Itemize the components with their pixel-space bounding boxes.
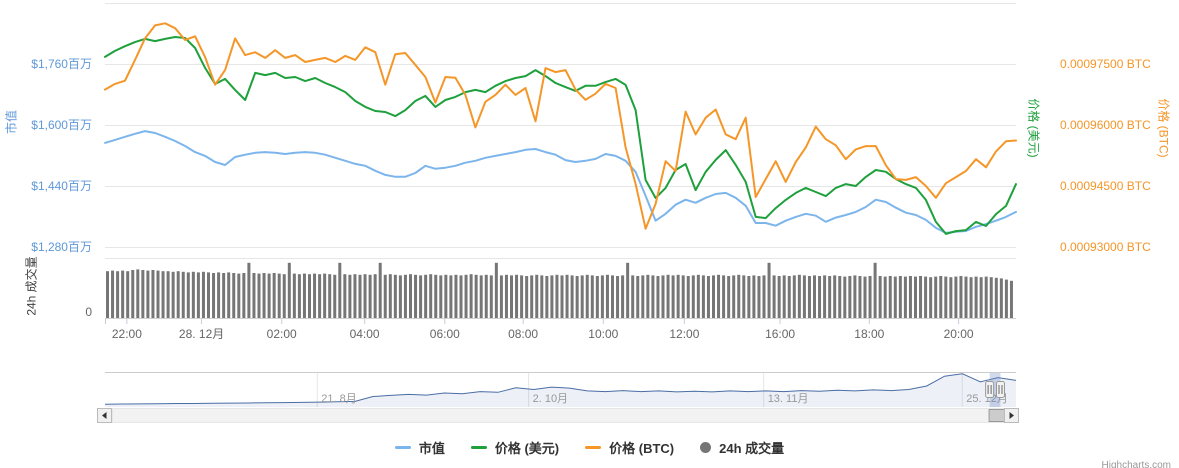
x-axis-tick-label: 16:00 <box>765 327 795 341</box>
price-btc-tick-labels: 0.00097500 BTC 0.00096000 BTC 0.00094500 B… <box>1060 57 1151 254</box>
x-axis-tick-label: 10:00 <box>588 327 618 341</box>
market-cap-tick-label: $1,600百万 <box>31 118 92 132</box>
volume-bars <box>106 262 1013 318</box>
highcharts-credit[interactable]: Highcharts.com <box>1101 460 1171 468</box>
price-btc-tick-label: 0.00097500 BTC <box>1060 57 1151 71</box>
legend-line-icon <box>585 446 602 449</box>
y-axis-title-market-cap: 市值 <box>4 109 19 135</box>
price-btc-tick-label: 0.00094500 BTC <box>1060 179 1151 193</box>
navigator-gridlines <box>316 373 963 407</box>
navigator-line <box>104 373 1017 405</box>
scrollbar-track[interactable] <box>112 408 1004 423</box>
series-line-price-btc <box>104 22 1017 230</box>
market-cap-tick-label: $1,440百万 <box>31 179 92 193</box>
x-axis-tick-label: 22:00 <box>112 327 142 341</box>
x-axis-tick-label: 28. 12月 <box>179 327 224 341</box>
x-axis-labels: 22:00 28. 12月 02:00 04:00 06:00 08:00 10:00 12:… <box>112 327 974 341</box>
navigator-handle-right[interactable] <box>996 381 1005 398</box>
plot-area[interactable] <box>105 3 1016 318</box>
legend-item-3[interactable]: 24h 成交量 <box>700 438 784 457</box>
market-cap-tick-label: $1,280百万 <box>31 240 92 254</box>
market-cap-tick-labels: $1,760百万 $1,600百万 $1,440百万 $1,280百万 <box>31 57 92 254</box>
navigator-tick-label: 2. 10月 <box>533 393 568 405</box>
price-btc-tick-label: 0.00093000 BTC <box>1060 240 1151 254</box>
navigator-handle-left[interactable] <box>985 381 995 398</box>
legend-line-icon <box>470 446 487 449</box>
x-axis-tick-label: 20:00 <box>944 327 974 341</box>
legend-item-0[interactable]: 市值 <box>394 438 445 457</box>
navigator-selected-range[interactable] <box>989 373 1001 407</box>
market-cap-tick-label: $1,760百万 <box>31 57 92 71</box>
x-axis-tick-label: 18:00 <box>854 327 884 341</box>
y-axis-title-price-btc: 价格 (BTC) <box>1156 98 1171 158</box>
navigator-tick-label: 13. 11月 <box>768 393 809 405</box>
legend-circle-icon <box>700 442 712 453</box>
volume-zero-label: 0 <box>85 305 92 319</box>
legend: 市值 价格 (美元) 价格 (BTC) 24h 成交量 <box>0 438 1179 457</box>
price-btc-tick-label: 0.00096000 BTC <box>1060 118 1151 132</box>
legend-label: 24h 成交量 <box>719 441 785 456</box>
legend-label: 市值 <box>418 441 445 456</box>
y-axis-title-price-usd: 价格 (美元) <box>1026 98 1041 158</box>
x-axis-tick-label: 12:00 <box>669 327 699 341</box>
navigator-area[interactable] <box>105 373 1016 407</box>
legend-label: 价格 (BTC) <box>609 441 675 456</box>
legend-item-2[interactable]: 价格 (BTC) <box>585 438 674 457</box>
gridlines <box>105 3 1016 259</box>
legend-label: 价格 (美元) <box>494 441 560 456</box>
y-axis-title-volume: 24h 成交量 <box>24 256 39 316</box>
series-line-price-usd <box>104 36 1017 235</box>
x-axis-tick-label: 06:00 <box>430 327 460 341</box>
scrollbar-right-button[interactable] <box>1004 408 1019 423</box>
navigator-tick-label: 21. 8月 <box>321 393 356 405</box>
x-axis-tick-label: 02:00 <box>267 327 297 341</box>
x-axis-tick-label: 08:00 <box>508 327 538 341</box>
x-axis-ticks <box>105 318 960 324</box>
legend-item-1[interactable]: 价格 (美元) <box>470 438 560 457</box>
x-axis-tick-label: 04:00 <box>350 327 380 341</box>
scrollbar-left-button[interactable] <box>97 408 112 423</box>
legend-line-icon <box>394 446 411 449</box>
series-line-market-cap <box>104 130 1017 234</box>
